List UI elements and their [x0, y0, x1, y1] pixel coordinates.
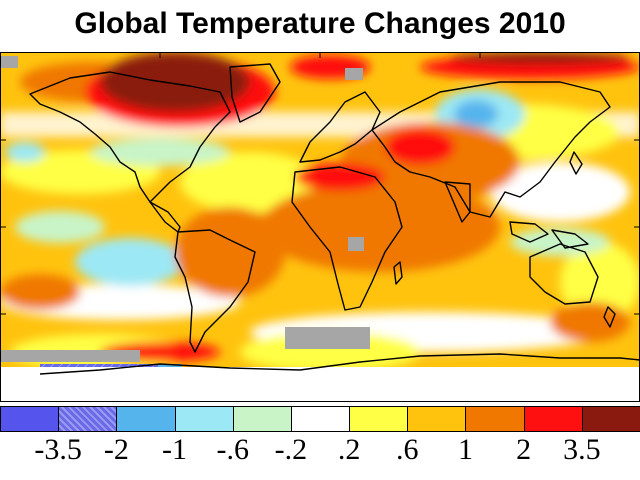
legend-tick-label: -3.5	[34, 433, 82, 466]
temperature-anomaly-map	[0, 52, 640, 402]
legend-swatch	[232, 406, 292, 432]
legend-tick-label: 3.5	[563, 433, 601, 466]
legend-swatch	[0, 406, 60, 432]
legend-tick-label: -.6	[216, 433, 249, 466]
coastlines	[29, 63, 640, 375]
legend-tick-label: .6	[396, 433, 419, 466]
map-title: Global Temperature Changes 2010	[74, 7, 566, 40]
legend-tick-label: -2	[103, 433, 129, 466]
legend-swatch	[523, 406, 583, 432]
legend-tick-label: 2	[516, 433, 532, 466]
legend-tick-labels: -3.5 -2 -1 -.6 -.2 .2 .6 1 2 3.5	[0, 432, 640, 472]
legend-swatch	[174, 406, 234, 432]
legend-tick-label: -1	[162, 433, 188, 466]
legend-tick-label: -.2	[274, 433, 308, 466]
legend-swatch	[349, 406, 409, 432]
legend-tick-label: .2	[337, 433, 361, 466]
legend-swatch	[290, 406, 351, 432]
legend-tick-label: 1	[457, 433, 473, 466]
legend-swatch	[581, 406, 640, 432]
legend-swatch	[58, 406, 118, 432]
color-legend	[0, 406, 640, 432]
legend-swatch	[116, 406, 176, 432]
legend-swatch	[465, 406, 525, 432]
anomaly-field	[0, 52, 640, 402]
legend-swatch	[407, 406, 467, 432]
